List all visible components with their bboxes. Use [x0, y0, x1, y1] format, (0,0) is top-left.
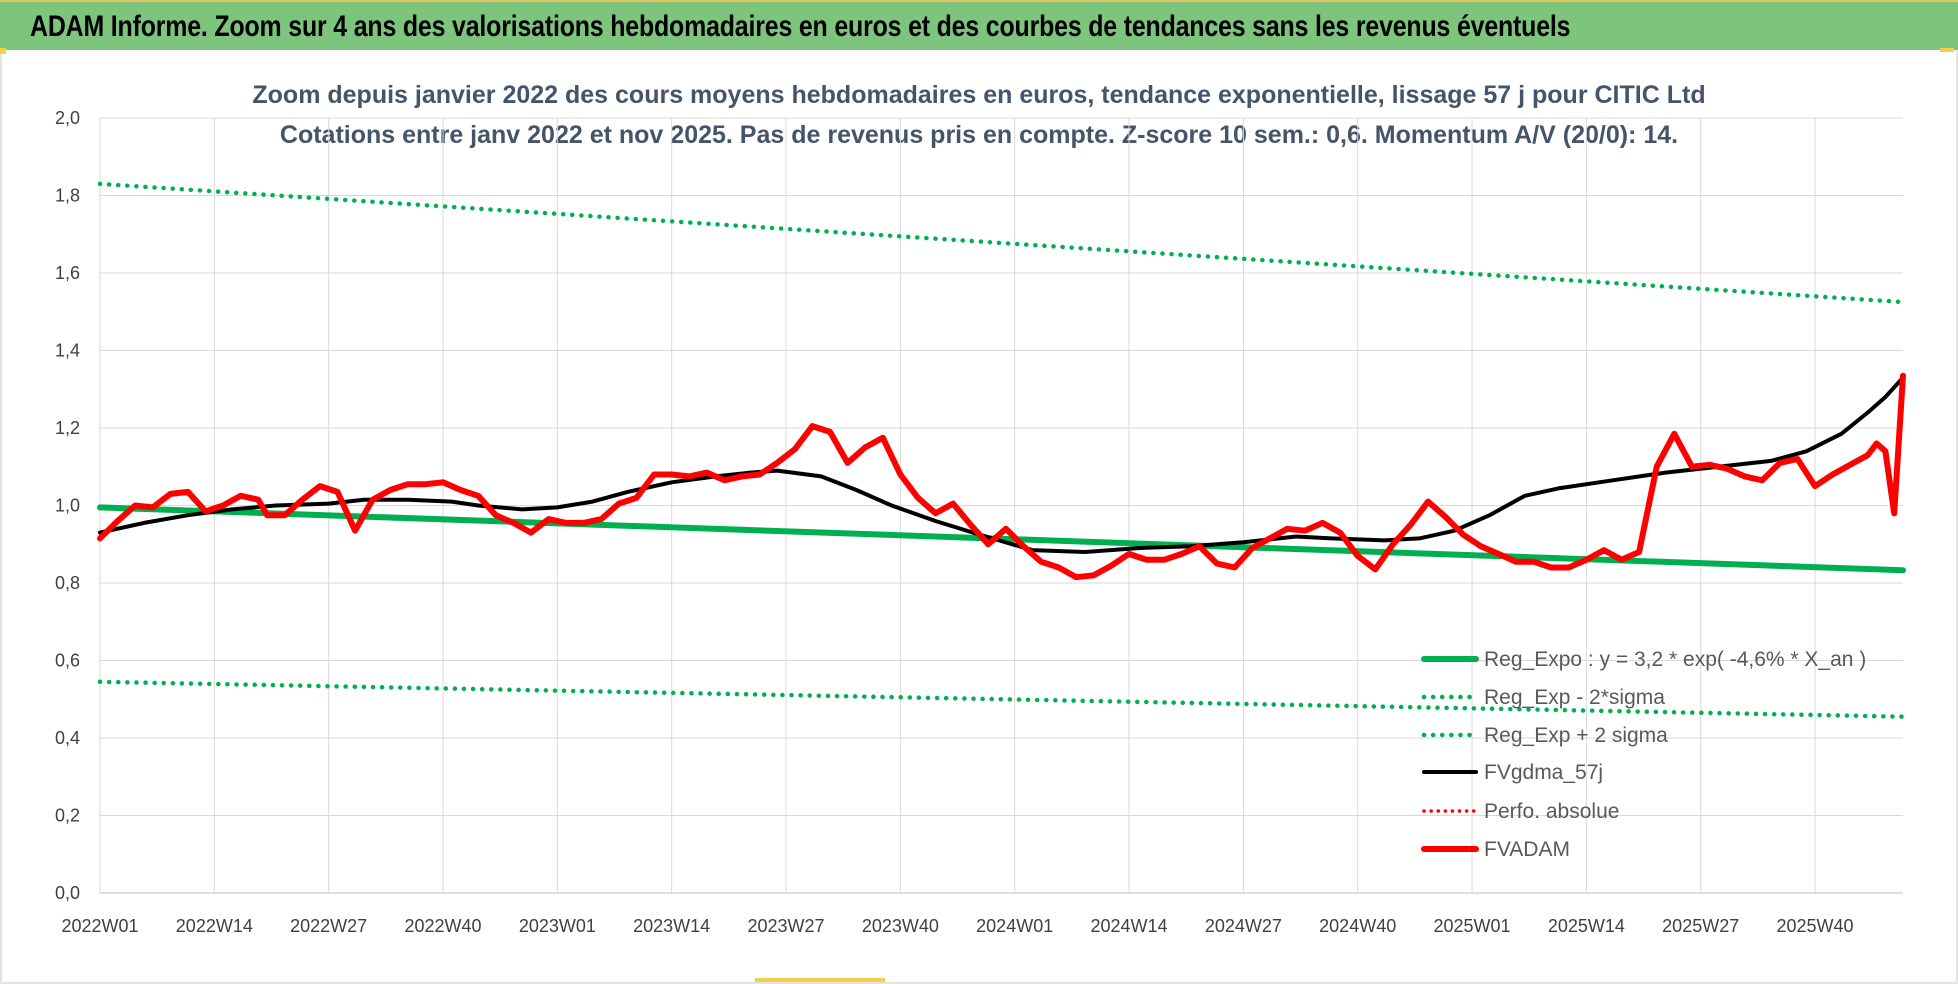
chart-subtitle-line-1: Zoom depuis janvier 2022 des cours moyen…	[252, 81, 1705, 109]
bottom-mark	[755, 978, 885, 982]
x-axis: 2022W01 2022W14 2022W27 2022W40 2023W01 2023W…	[61, 916, 1853, 936]
report-title: ADAM Informe. Zoom sur 4 ans des valoris…	[30, 10, 1571, 43]
x-tick-label: 2024W40	[1319, 916, 1396, 936]
y-tick-label: 1,4	[55, 341, 80, 361]
series-line-reg_plus	[97, 181, 1906, 305]
x-tick-label: 2023W40	[862, 916, 939, 936]
y-tick-label: 0,8	[55, 573, 80, 593]
x-tick-label: 2024W27	[1205, 916, 1282, 936]
x-tick-label: 2025W27	[1662, 916, 1739, 936]
series-line-reg_minus	[97, 679, 1906, 719]
x-tick-label: 2022W40	[404, 916, 481, 936]
report-header: ADAM Informe. Zoom sur 4 ans des valoris…	[0, 0, 1958, 50]
x-tick-label: 2023W27	[747, 916, 824, 936]
legend: Reg_Expo : y = 3,2 * exp( -4,6% * X_an )…	[1421, 648, 1866, 861]
y-axis: 0,0 0,2 0,4 0,6 0,8 1,0 1,2 1,4 1,6 1,8 2,0	[55, 108, 80, 903]
y-tick-label: 0,6	[55, 651, 80, 671]
x-tick-label: 2025W40	[1777, 916, 1854, 936]
series-line-fvadam	[97, 372, 1906, 581]
x-tick-label: 2024W14	[1090, 916, 1167, 936]
chart-frame	[0, 50, 1958, 984]
legend-label-reg_expo: Reg_Expo : y = 3,2 * exp( -4,6% * X_an )	[1484, 648, 1866, 671]
series-line-fvgdma	[98, 375, 1905, 554]
y-tick-label: 1,8	[55, 186, 80, 206]
legend-label-reg_plus: Reg_Exp + 2 sigma	[1484, 724, 1668, 747]
x-tick-label: 2022W27	[290, 916, 367, 936]
legend-label-fvadam: FVADAM	[1484, 838, 1570, 861]
y-tick-label: 0,2	[55, 806, 80, 826]
legend-label-reg_minus: Reg_Exp - 2*sigma	[1484, 686, 1665, 709]
corner-mark-left	[0, 48, 6, 54]
x-tick-label: 2024W01	[976, 916, 1053, 936]
series-layer	[97, 181, 1906, 719]
x-tick-label: 2023W14	[633, 916, 710, 936]
y-tick-label: 1,0	[55, 496, 80, 516]
corner-mark-right	[1940, 48, 1954, 52]
series-line-reg_expo	[97, 504, 1906, 574]
y-tick-label: 2,0	[55, 108, 80, 128]
legend-label-fvgdma: FVgdma_57j	[1484, 761, 1603, 784]
x-tick-label: 2022W14	[176, 916, 253, 936]
grid	[99, 117, 1903, 894]
y-tick-label: 1,6	[55, 263, 80, 283]
x-tick-label: 2025W14	[1548, 916, 1625, 936]
chart-subtitle-line-2: Cotations entre janv 2022 et nov 2025. P…	[280, 121, 1678, 149]
x-tick-label: 2025W01	[1434, 916, 1511, 936]
x-tick-label: 2023W01	[519, 916, 596, 936]
y-tick-label: 0,0	[55, 883, 80, 903]
y-tick-label: 1,2	[55, 418, 80, 438]
legend-label-perfo: Perfo. absolue	[1484, 800, 1619, 823]
x-tick-label: 2022W01	[61, 916, 138, 936]
y-tick-label: 0,4	[55, 728, 80, 748]
